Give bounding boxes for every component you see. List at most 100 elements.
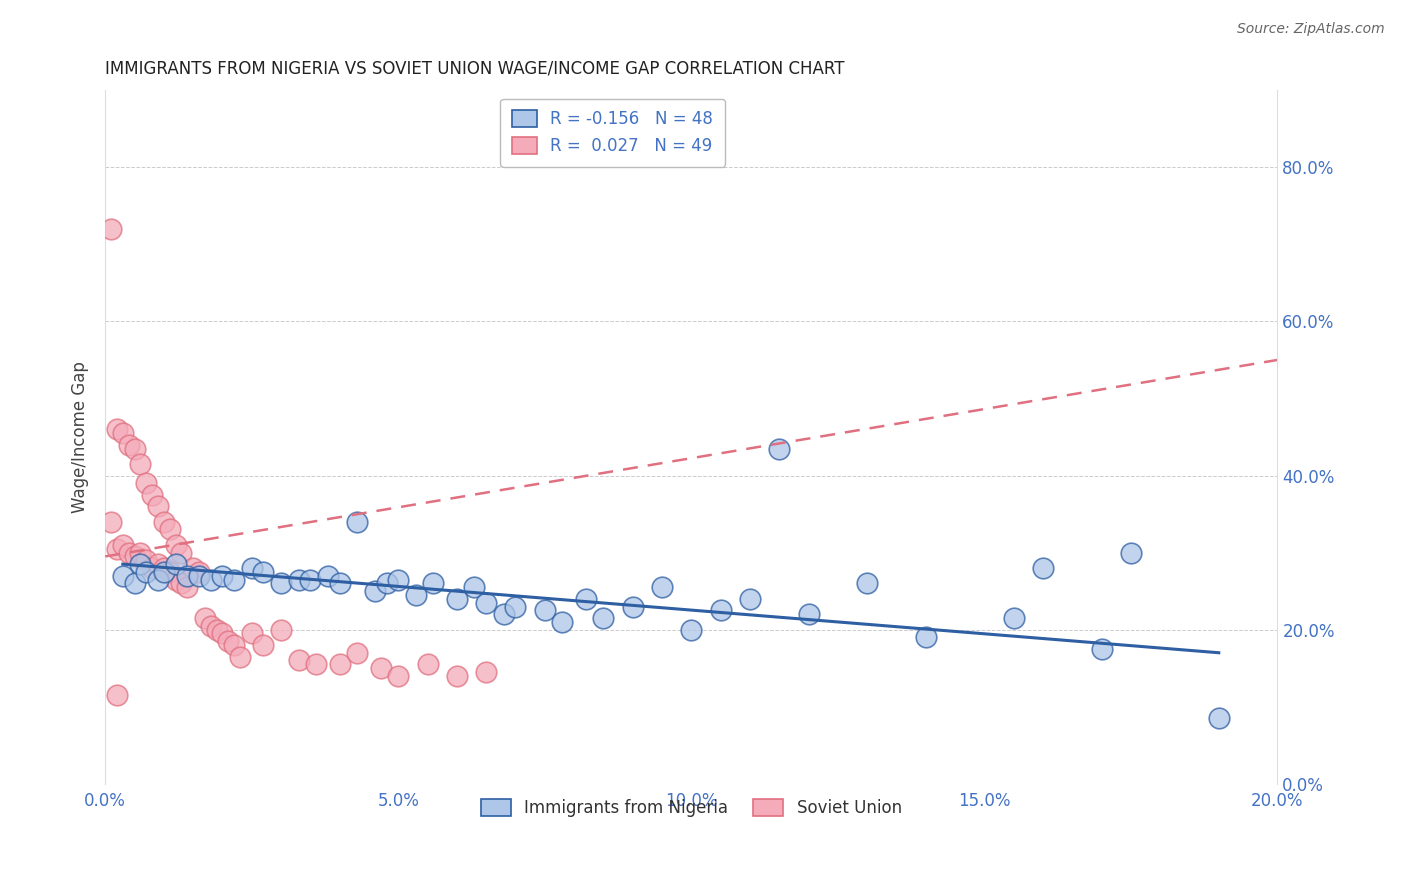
Point [176, 568, 198, 582]
Point [710, 603, 733, 617]
Point [200, 573, 222, 587]
Point [217, 634, 239, 648]
Point [270, 576, 292, 591]
Point [364, 584, 387, 599]
Point [159, 565, 181, 579]
Point [1208, 711, 1230, 725]
Point [621, 599, 644, 614]
Point [135, 553, 157, 567]
Point [135, 565, 157, 579]
Point [135, 476, 157, 491]
Point [129, 557, 152, 571]
Point [1032, 561, 1054, 575]
Point [118, 545, 141, 559]
Point [329, 576, 352, 591]
Point [205, 623, 228, 637]
Point [287, 653, 309, 667]
Point [100, 222, 122, 236]
Point [575, 591, 598, 606]
Point [370, 661, 392, 675]
Point [194, 611, 217, 625]
Point [211, 568, 233, 582]
Point [146, 557, 169, 571]
Point [153, 515, 176, 529]
Point [1119, 545, 1142, 559]
Point [229, 649, 252, 664]
Point [1090, 641, 1112, 656]
Point [111, 426, 134, 441]
Point [475, 596, 498, 610]
Point [681, 623, 703, 637]
Point [405, 588, 427, 602]
Text: IMMIGRANTS FROM NIGERIA VS SOVIET UNION WAGE/INCOME GAP CORRELATION CHART: IMMIGRANTS FROM NIGERIA VS SOVIET UNION … [105, 60, 845, 78]
Point [475, 665, 498, 679]
Point [856, 576, 879, 591]
Point [170, 545, 193, 559]
Point [387, 669, 409, 683]
Point [188, 565, 211, 579]
Point [100, 515, 122, 529]
Point [651, 580, 673, 594]
Point [240, 626, 263, 640]
Point [170, 576, 193, 591]
Point [176, 580, 198, 594]
Point [551, 615, 574, 629]
Point [111, 538, 134, 552]
Point [141, 488, 163, 502]
Point [200, 619, 222, 633]
Point [252, 565, 274, 579]
Point [914, 631, 936, 645]
Point [287, 573, 309, 587]
Point [416, 657, 439, 672]
Point [165, 557, 187, 571]
Point [105, 541, 128, 556]
Point [346, 515, 368, 529]
Point [124, 442, 146, 456]
Point [738, 591, 761, 606]
Point [105, 422, 128, 436]
Point [797, 607, 820, 622]
Point [422, 576, 444, 591]
Point [316, 568, 339, 582]
Point [240, 561, 263, 575]
Point [446, 591, 468, 606]
Point [105, 688, 128, 702]
Point [188, 568, 211, 582]
Text: Source: ZipAtlas.com: Source: ZipAtlas.com [1237, 22, 1385, 37]
Point [346, 646, 368, 660]
Point [153, 561, 176, 575]
Point [129, 457, 152, 471]
Point [124, 549, 146, 564]
Point [146, 573, 169, 587]
Point [141, 561, 163, 575]
Point [165, 573, 187, 587]
Point [111, 568, 134, 582]
Point [118, 438, 141, 452]
Point [329, 657, 352, 672]
Point [533, 603, 555, 617]
Point [252, 638, 274, 652]
Point [129, 545, 152, 559]
Point [124, 576, 146, 591]
Point [505, 599, 527, 614]
Point [153, 565, 176, 579]
Legend: Immigrants from Nigeria, Soviet Union: Immigrants from Nigeria, Soviet Union [474, 792, 908, 824]
Y-axis label: Wage/Income Gap: Wage/Income Gap [72, 361, 89, 513]
Point [299, 573, 322, 587]
Point [1002, 611, 1025, 625]
Point [387, 573, 409, 587]
Point [159, 523, 181, 537]
Point [181, 561, 204, 575]
Point [305, 657, 328, 672]
Point [224, 573, 246, 587]
Point [446, 669, 468, 683]
Point [224, 638, 246, 652]
Point [592, 611, 614, 625]
Point [146, 500, 169, 514]
Point [375, 576, 398, 591]
Point [768, 442, 790, 456]
Point [211, 626, 233, 640]
Point [165, 538, 187, 552]
Point [270, 623, 292, 637]
Point [492, 607, 515, 622]
